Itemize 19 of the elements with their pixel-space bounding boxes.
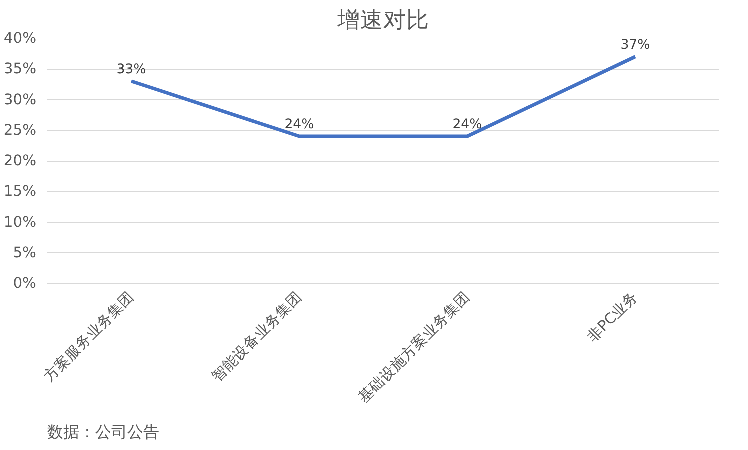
y-tick-label: 5%: [13, 244, 37, 262]
data-label: 37%: [620, 38, 650, 53]
data-label: 33%: [116, 62, 146, 78]
y-tick-label: 10%: [4, 214, 37, 231]
text: 数据：公司公告: [48, 422, 160, 442]
data-label: 24%: [452, 118, 482, 132]
x-tick-label: 基础设施方案业务集团: [355, 288, 474, 407]
y-tick-label: 15%: [4, 183, 37, 200]
y-tick-label: 20%: [4, 152, 37, 170]
x-tick-label: 智能设备业务集团: [208, 288, 306, 386]
y-tick-label: 35%: [4, 60, 37, 78]
y-tick-label: 30%: [4, 91, 37, 108]
x-tick-label: 非PC业务: [584, 288, 642, 346]
x-tick-label: 方案服务业务集团: [40, 288, 138, 386]
y-tick-label: 40%: [4, 30, 37, 47]
data-label: 24%: [284, 118, 314, 132]
chart-title: 增速对比: [336, 8, 430, 34]
y-tick-label: 0%: [13, 275, 37, 292]
y-tick-label: 25%: [4, 122, 37, 139]
